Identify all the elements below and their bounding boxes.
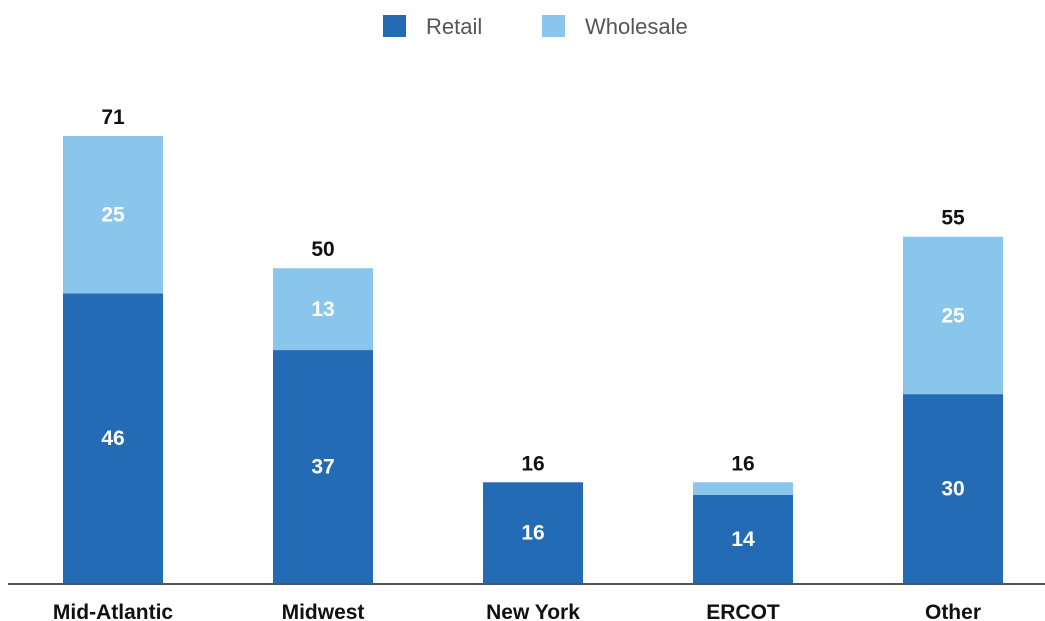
data-label-retail-midwest: 37: [311, 456, 334, 479]
bar-retail-ercot: [693, 494, 793, 583]
legend-swatch-retail: [383, 15, 406, 37]
x-tick-label-other: Other: [925, 601, 981, 621]
x-tick-label-mid-atlantic: Mid-Atlantic: [53, 601, 173, 621]
data-label-wholesale-other: 25: [941, 304, 965, 327]
data-label-retail-new-york: 16: [521, 522, 544, 545]
data-label-wholesale-mid-atlantic: 25: [101, 204, 125, 227]
bar-retail-other: [903, 394, 1003, 583]
data-label-retail-other: 30: [941, 478, 964, 501]
bar-retail-midwest: [273, 350, 373, 583]
bars-group: 46 25 71 37 13 50 16 16 14 16 30 25 55: [63, 106, 1003, 583]
legend-label-retail: Retail: [426, 14, 482, 39]
total-label-ercot: 16: [731, 452, 754, 475]
legend-swatch-wholesale: [542, 15, 565, 37]
x-tick-label-ercot: ERCOT: [706, 601, 780, 621]
data-label-wholesale-midwest: 13: [311, 298, 334, 321]
total-label-other: 55: [941, 207, 965, 230]
x-axis-labels: Mid-Atlantic Midwest New York ERCOT Othe…: [53, 601, 981, 621]
bar-retail-mid-atlantic: [63, 293, 163, 583]
total-label-new-york: 16: [521, 452, 544, 475]
bar-wholesale-midwest: [273, 268, 373, 351]
legend-label-wholesale: Wholesale: [585, 14, 688, 39]
data-label-retail-mid-atlantic: 46: [101, 427, 124, 450]
bar-wholesale-mid-atlantic: [63, 136, 163, 294]
total-label-mid-atlantic: 71: [101, 106, 125, 129]
legend-item-retail: Retail: [383, 14, 482, 39]
legend: Retail Wholesale: [383, 14, 688, 39]
x-tick-label-new-york: New York: [486, 601, 580, 621]
x-tick-label-midwest: Midwest: [282, 601, 365, 621]
legend-item-wholesale: Wholesale: [542, 14, 688, 39]
data-label-retail-ercot: 14: [731, 528, 755, 551]
bar-retail-new-york: [483, 482, 583, 583]
bar-wholesale-other: [903, 236, 1003, 395]
total-label-midwest: 50: [311, 238, 334, 261]
bar-wholesale-ercot: [693, 482, 793, 495]
